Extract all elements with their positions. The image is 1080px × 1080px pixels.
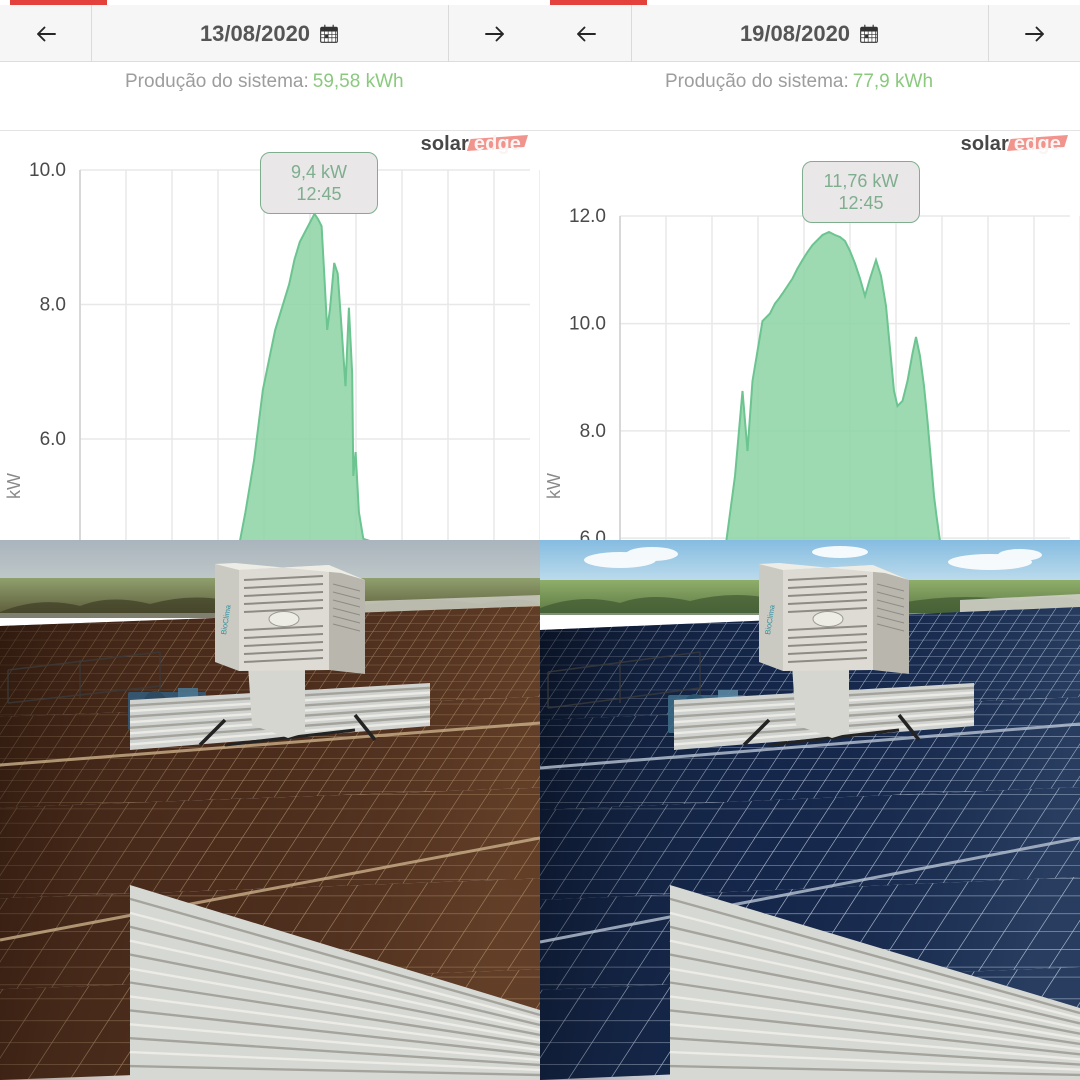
svg-text:kW: kW bbox=[4, 473, 24, 499]
svg-text:kW: kW bbox=[544, 473, 564, 499]
svg-text:8.0: 8.0 bbox=[580, 421, 606, 442]
svg-text:10.0: 10.0 bbox=[29, 160, 66, 181]
svg-text:6.0: 6.0 bbox=[580, 528, 606, 540]
svg-text:8.0: 8.0 bbox=[40, 295, 66, 316]
svg-text:12.0: 12.0 bbox=[569, 206, 606, 227]
svg-text:10.0: 10.0 bbox=[569, 314, 606, 335]
svg-text:6.0: 6.0 bbox=[40, 429, 66, 450]
